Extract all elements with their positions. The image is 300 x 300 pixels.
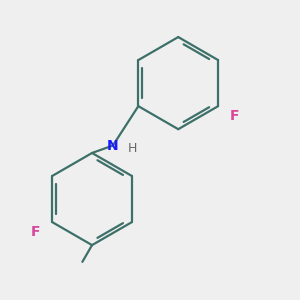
- Text: F: F: [31, 225, 40, 239]
- Text: N: N: [107, 139, 119, 152]
- Text: F: F: [230, 109, 240, 123]
- Text: H: H: [128, 142, 137, 155]
